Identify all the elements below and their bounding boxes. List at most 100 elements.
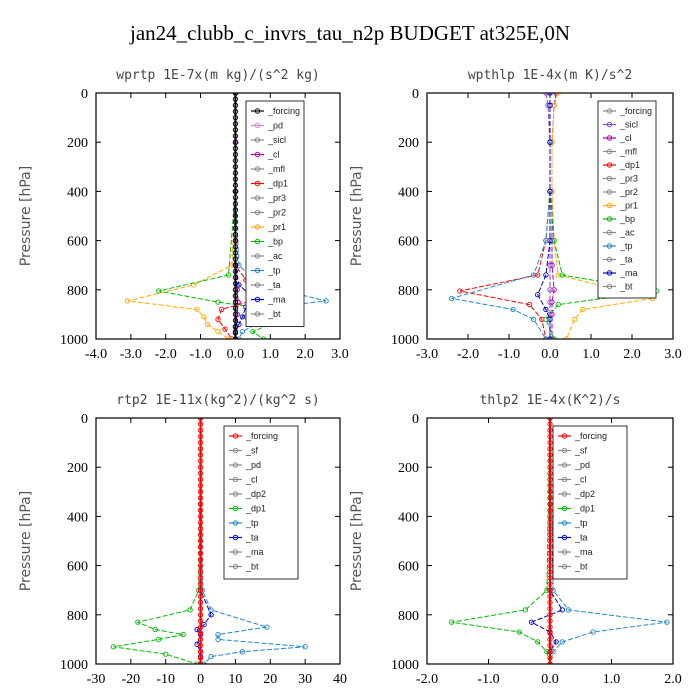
data-point	[152, 626, 158, 633]
legend-entry-pr1: _pr1	[267, 222, 286, 232]
legend-entry-forcing: _forcing	[574, 431, 607, 441]
data-point	[545, 102, 551, 108]
data-point	[232, 170, 239, 176]
x-tick-label: -1.0	[477, 672, 499, 687]
series-line-dp1	[113, 418, 202, 664]
x-tick-label: -4.0	[85, 347, 107, 362]
x-tick-label: 40	[333, 672, 347, 687]
legend-marker	[606, 189, 613, 195]
data-point	[197, 501, 204, 507]
data-point	[232, 317, 239, 324]
x-tick-label: 2.0	[296, 347, 314, 362]
y-tick-label: 0	[81, 412, 88, 427]
data-point	[197, 427, 204, 433]
plot-frame	[426, 92, 674, 340]
legend-marker	[254, 122, 261, 129]
data-point	[547, 569, 553, 575]
x-tick-label: -20	[122, 672, 141, 687]
data-point	[197, 581, 204, 587]
data-point	[197, 470, 204, 476]
data-point	[535, 292, 541, 298]
y-tick-label: 600	[67, 560, 88, 575]
legend-marker	[232, 476, 239, 483]
data-point	[547, 482, 553, 489]
data-point	[124, 298, 131, 304]
y-tick-label: 200	[67, 136, 88, 151]
x-tick-label: 0.0	[541, 347, 559, 362]
data-point	[250, 328, 256, 335]
y-tick-label: 400	[67, 510, 88, 525]
legend-marker	[254, 267, 261, 274]
data-point	[197, 538, 204, 544]
data-point	[232, 201, 239, 207]
legend-marker	[254, 166, 261, 172]
data-point	[208, 612, 214, 618]
legend-marker	[561, 491, 568, 497]
data-point	[197, 489, 204, 495]
y-tick-label: 600	[398, 235, 419, 250]
legend-entry-pd: _pd	[245, 460, 261, 470]
x-tick-label: 0.0	[227, 347, 245, 362]
data-point	[547, 458, 553, 464]
data-point	[197, 599, 204, 606]
data-point	[547, 526, 553, 532]
data-point	[547, 501, 553, 507]
data-point	[547, 237, 553, 244]
legend-marker	[606, 148, 613, 155]
legend-entry-ac: _ac	[619, 228, 635, 238]
y-tick-label: 1000	[391, 333, 419, 348]
data-point	[218, 306, 225, 313]
data-point	[547, 593, 553, 599]
legend-entry-bp: _bp	[267, 237, 283, 247]
data-point	[197, 544, 204, 550]
legend-entry-ma: _ma	[574, 547, 593, 557]
legend-marker	[561, 520, 568, 526]
data-point	[215, 631, 221, 638]
data-point	[547, 495, 553, 501]
x-tick-label: -30	[87, 672, 106, 687]
data-point	[232, 145, 239, 152]
legend-marker	[254, 296, 261, 303]
data-point	[547, 649, 553, 655]
data-point	[163, 651, 169, 657]
legend-marker	[232, 505, 239, 512]
legend-marker	[254, 151, 261, 158]
legend-box	[597, 100, 657, 299]
data-point	[547, 532, 553, 538]
y-tick-label: 1000	[60, 333, 88, 348]
legend-marker	[254, 180, 261, 187]
data-point	[547, 519, 553, 526]
data-point	[232, 237, 239, 244]
plot-frame	[95, 92, 341, 340]
legend-marker	[606, 121, 613, 128]
data-point	[547, 299, 553, 305]
y-tick-label: 200	[398, 136, 419, 151]
x-tick-label: -10	[156, 672, 175, 687]
y-tick-label: 800	[67, 284, 88, 299]
x-tick-label: 2.0	[664, 672, 682, 687]
data-point	[197, 606, 204, 612]
data-point	[232, 244, 239, 250]
data-point	[547, 618, 553, 624]
data-point	[197, 593, 204, 599]
data-point	[516, 629, 522, 635]
series-line-tp	[234, 93, 327, 339]
legend-marker	[254, 282, 261, 288]
data-point	[535, 639, 541, 645]
data-point	[547, 433, 553, 440]
legend-entry-dp1: _dp1	[267, 179, 288, 189]
data-point	[547, 575, 553, 581]
data-point	[232, 96, 239, 102]
data-point	[302, 644, 308, 650]
x-tick-label: 1.0	[262, 347, 280, 362]
y-axis-label: Pressure [hPa]	[349, 166, 365, 266]
data-point	[208, 653, 214, 660]
data-point	[197, 476, 204, 483]
data-point	[664, 619, 670, 625]
legend-entry-dp1: _dp1	[574, 504, 595, 514]
data-point	[522, 607, 529, 613]
legend-marker	[254, 209, 261, 216]
data-point	[197, 655, 204, 661]
legend-entry-ma: _ma	[619, 268, 638, 278]
chart-panel-3: rtp2 1E-11x(kg^2)/(kg^2 s) Pressure [hPa]…	[18, 393, 347, 687]
